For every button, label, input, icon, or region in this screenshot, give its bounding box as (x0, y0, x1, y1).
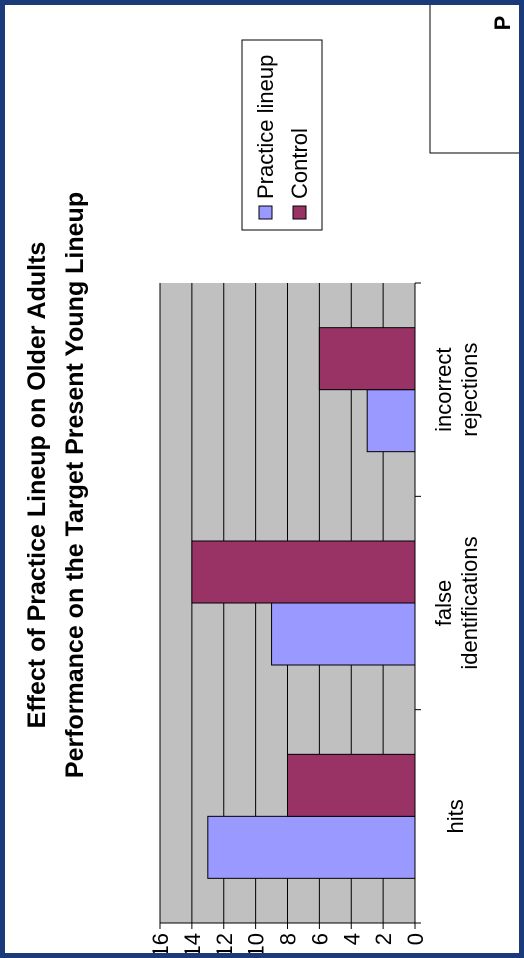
y-tick-label: 10 (244, 933, 269, 953)
y-tick-label: 6 (307, 933, 332, 945)
y-tick-label: 12 (212, 933, 237, 953)
slide-frame: 0 2 4 6 8 10 12 14 16 hits falseidentifications in… (5, 5, 519, 953)
legend-label-practice-lineup: Practice lineup (253, 55, 278, 199)
bar-control-1 (191, 540, 416, 604)
y-tick-label: 8 (276, 933, 301, 945)
bar-control-2 (318, 327, 416, 391)
side-panel-label: P (490, 16, 515, 31)
bars (191, 327, 416, 879)
category-labels: hits falseidentifications incorrectrejecti… (431, 343, 482, 834)
chart-subtitle: Performance on the Target Present Young … (61, 192, 89, 778)
y-tick-label: 2 (371, 933, 396, 945)
y-tick-label: 0 (403, 933, 428, 945)
bar-control-0 (287, 753, 416, 817)
legend-box (241, 39, 323, 231)
bar-practice-lineup-2 (366, 389, 416, 453)
bar-practice-lineup-1 (271, 602, 416, 666)
bar-practice-lineup-0 (207, 815, 416, 879)
category-label: incorrectrejections (431, 343, 482, 437)
legend-swatch-control (292, 205, 307, 220)
y-tick-label: 16 (148, 933, 173, 953)
legend-swatch-practice-lineup (258, 205, 273, 220)
axes (159, 282, 421, 929)
category-label: hits (443, 799, 468, 833)
legend: Practice lineup Control (241, 39, 323, 231)
legend-label-control: Control (287, 128, 312, 199)
chart-title: Effect of Practice Lineup on Older Adult… (23, 242, 51, 729)
side-panel-border (429, 5, 519, 154)
y-tick-label: 14 (180, 933, 205, 953)
y-tick-label: 4 (339, 933, 364, 945)
category-label: falseidentifications (431, 536, 482, 669)
side-panel: P (429, 5, 519, 154)
